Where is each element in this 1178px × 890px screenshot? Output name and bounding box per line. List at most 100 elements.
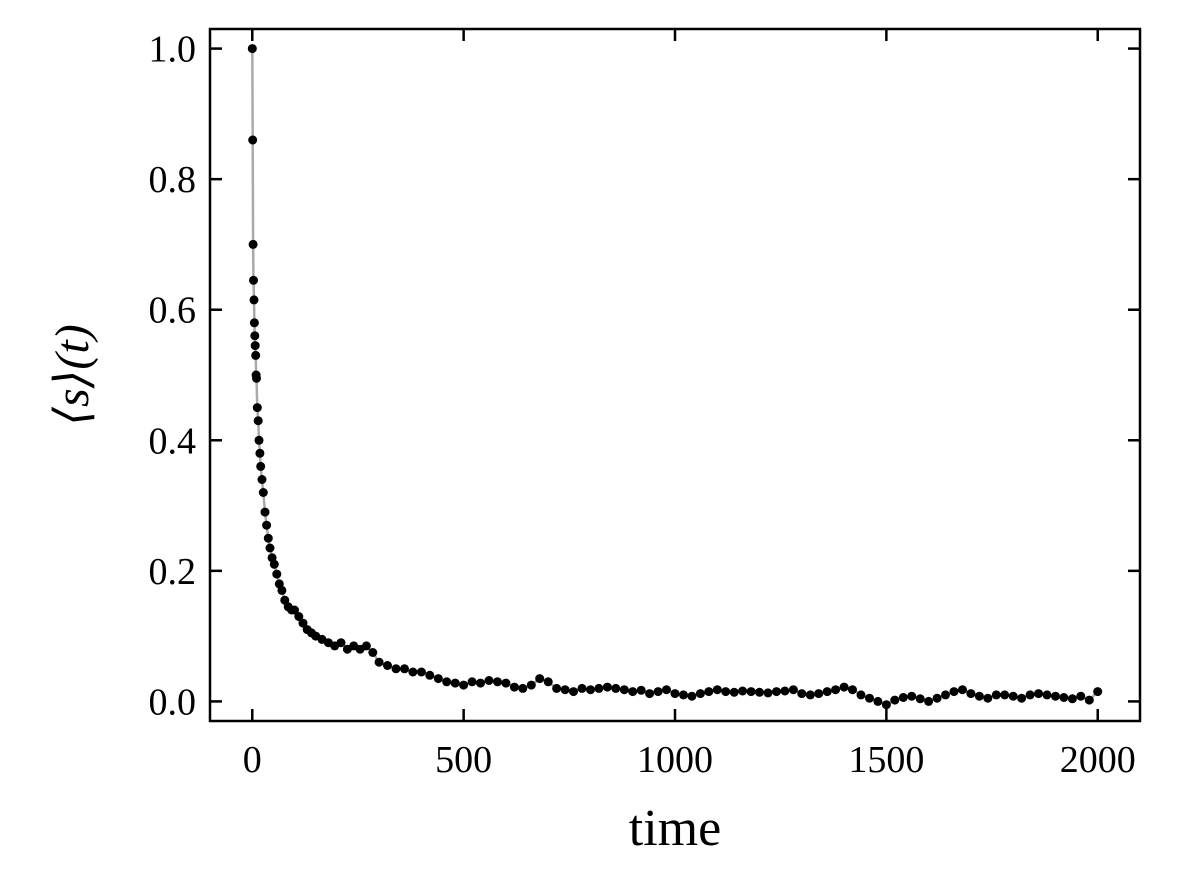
data-point	[484, 676, 494, 685]
data-point	[250, 341, 260, 351]
data-point	[249, 275, 258, 285]
data-point	[252, 373, 261, 383]
data-point	[265, 543, 275, 553]
data-point	[729, 687, 739, 697]
data-point	[805, 690, 815, 700]
data-point	[1008, 691, 1018, 701]
plot-frame	[208, 27, 1142, 723]
data-point	[890, 695, 900, 705]
data-point	[552, 683, 562, 693]
data-point	[958, 685, 967, 695]
data-point	[1000, 690, 1010, 700]
data-point	[704, 687, 714, 697]
data-point	[416, 667, 426, 677]
data-point	[361, 641, 371, 651]
y-tick-label: 0.0	[149, 681, 197, 723]
data-point	[408, 667, 418, 677]
data-point	[442, 677, 452, 687]
data-point	[822, 687, 832, 697]
data-point	[712, 685, 722, 695]
y-axis-title: ⟨s⟩(t)	[46, 324, 99, 425]
data-point	[543, 677, 553, 687]
data-point	[262, 520, 272, 530]
data-point	[258, 488, 268, 497]
data-point	[1084, 695, 1094, 705]
y-tick-label: 0.4	[149, 420, 197, 462]
data-point	[856, 690, 866, 700]
data-point	[586, 685, 595, 695]
data-point	[298, 618, 308, 628]
data-point	[255, 448, 265, 458]
data-point	[560, 685, 570, 695]
data-point	[577, 683, 587, 693]
data-point	[247, 44, 257, 54]
data-point	[602, 682, 612, 692]
data-point	[535, 674, 545, 684]
data-point	[467, 677, 477, 687]
data-point	[983, 693, 993, 703]
data-point	[763, 688, 773, 698]
data-point	[941, 690, 950, 700]
data-point	[254, 435, 264, 445]
data-point	[256, 461, 266, 471]
data-point	[611, 683, 621, 693]
y-tick-label: 0.6	[149, 290, 197, 332]
data-point	[248, 239, 258, 249]
data-point	[915, 694, 925, 704]
data-point	[780, 686, 790, 696]
data-point	[848, 685, 857, 695]
data-point	[898, 693, 908, 702]
data-point	[368, 648, 378, 657]
data-point	[493, 677, 502, 687]
data-point	[257, 475, 267, 484]
data-point	[336, 638, 346, 648]
data-point	[932, 693, 942, 703]
data-point	[772, 687, 781, 697]
x-tick-label: 2000	[1060, 739, 1136, 781]
data-point	[839, 682, 849, 692]
data-point	[374, 657, 384, 667]
data-point	[1067, 694, 1077, 704]
data-point	[290, 605, 299, 615]
data-point	[1034, 689, 1043, 699]
data-point	[1059, 693, 1069, 702]
data-points	[247, 44, 1103, 710]
data-point	[518, 683, 528, 693]
data-point	[619, 685, 629, 695]
data-point	[252, 403, 262, 413]
data-point	[966, 689, 976, 699]
data-point	[294, 612, 304, 621]
x-tick-label: 500	[435, 739, 492, 781]
data-point	[250, 331, 260, 341]
data-point	[459, 680, 469, 690]
data-point	[653, 687, 663, 697]
data-point	[1017, 693, 1027, 703]
data-point	[645, 689, 655, 699]
data-point	[391, 664, 401, 674]
data-point	[746, 687, 756, 697]
data-point	[788, 685, 798, 695]
data-point	[924, 696, 934, 706]
data-point	[949, 687, 959, 697]
data-point	[881, 700, 891, 710]
data-point	[662, 685, 671, 695]
data-point	[450, 678, 460, 688]
data-point	[272, 569, 282, 579]
data-point	[907, 691, 917, 701]
data-point	[1025, 690, 1035, 700]
data-point	[249, 318, 259, 328]
data-point	[251, 350, 261, 360]
x-tick-label: 0	[243, 739, 262, 781]
y-tick-label: 0.8	[149, 159, 197, 201]
data-point	[831, 685, 841, 695]
data-point	[269, 559, 279, 569]
data-point	[721, 687, 731, 697]
y-tick-label: 0.2	[149, 551, 197, 593]
data-point	[501, 678, 511, 688]
data-point	[400, 664, 409, 674]
data-point	[253, 416, 263, 426]
data-point	[1051, 691, 1060, 701]
data-point	[476, 678, 485, 688]
data-point	[248, 135, 258, 145]
